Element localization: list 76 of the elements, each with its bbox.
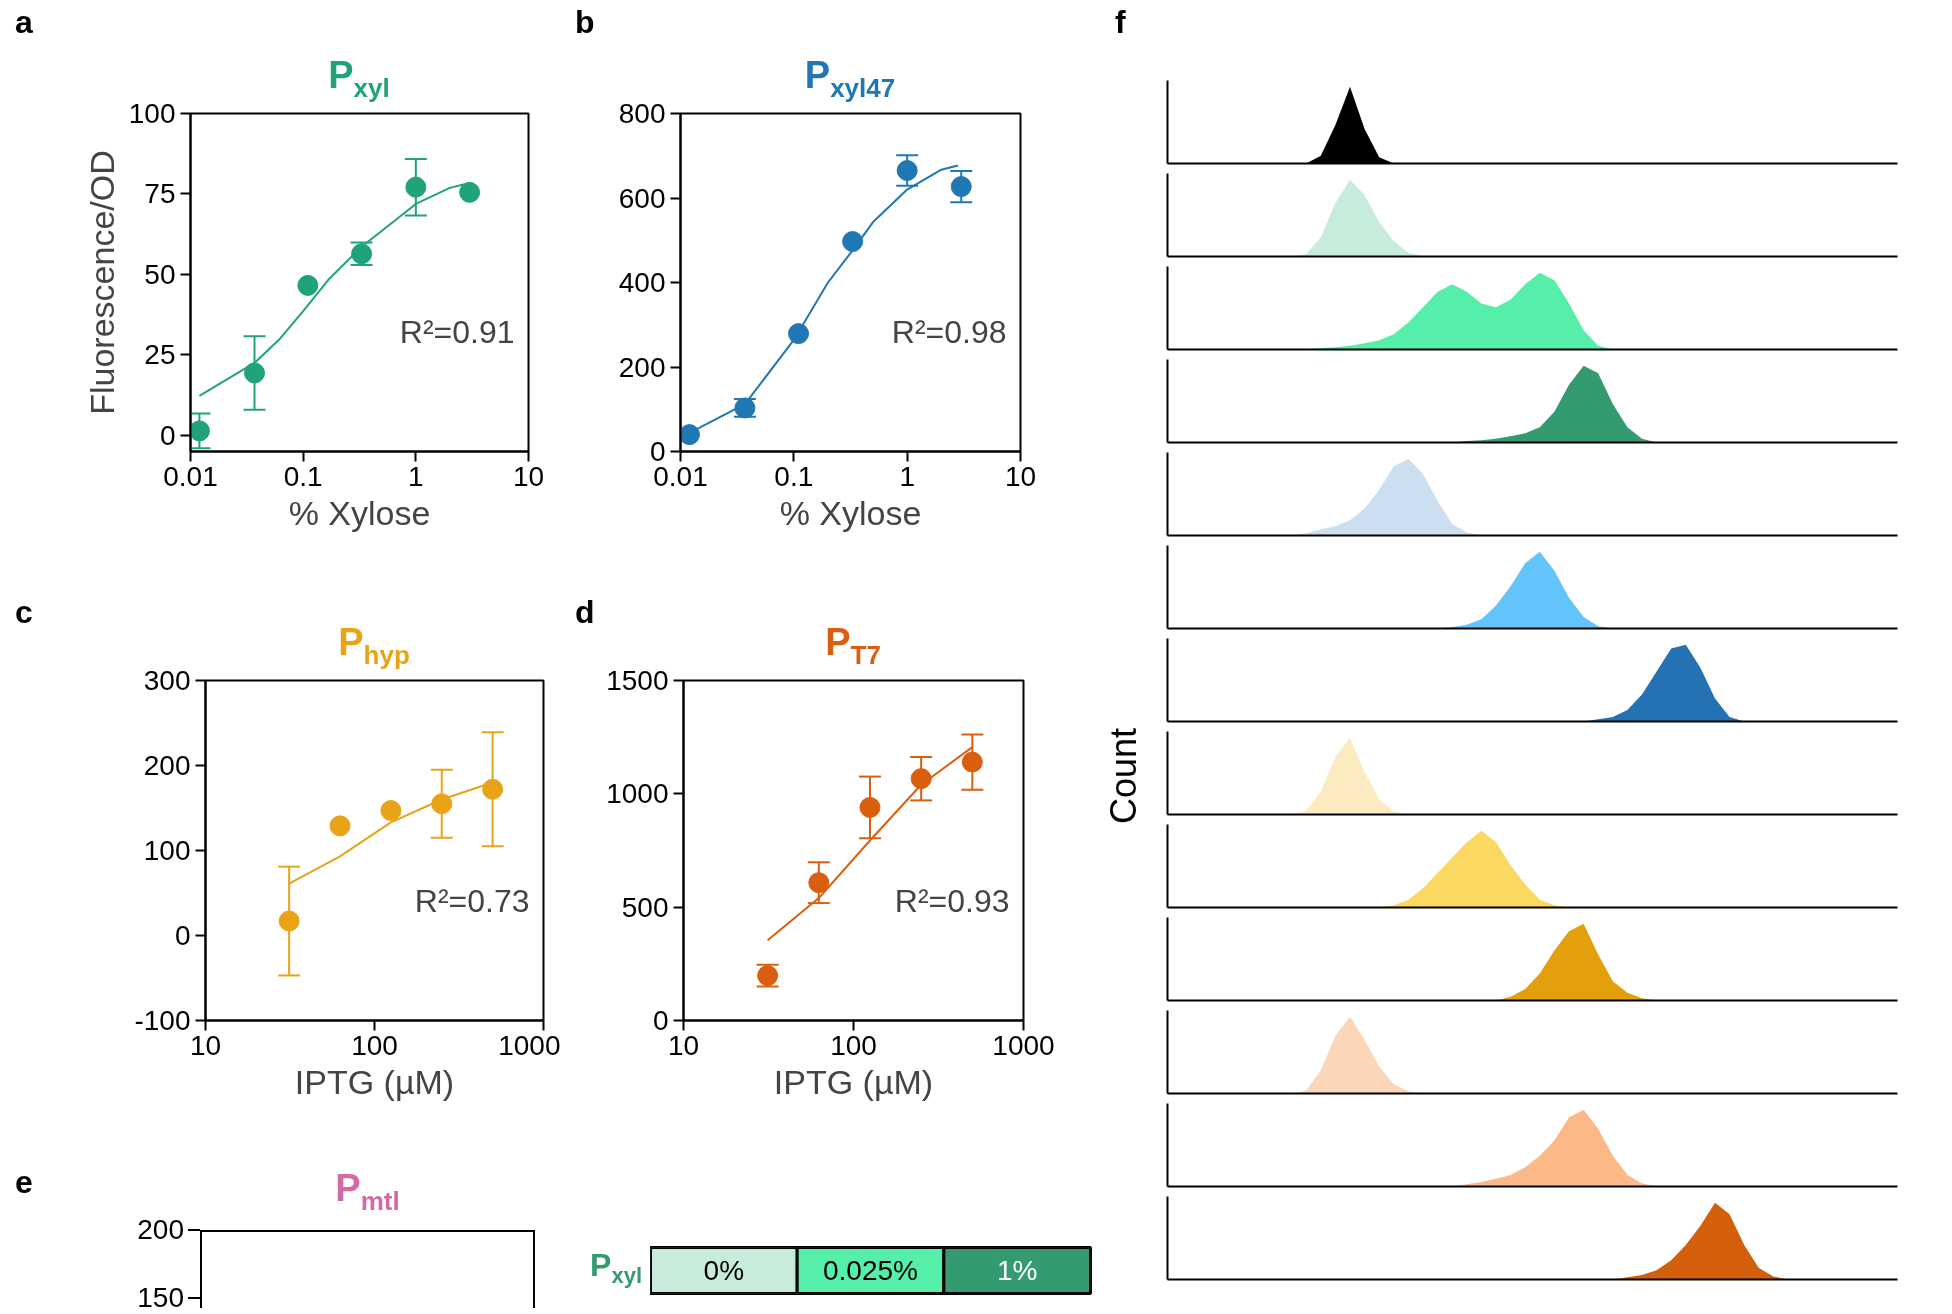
- y-tick-label: 25: [144, 339, 176, 371]
- y-tick-label: 800: [618, 98, 666, 129]
- x-axis-title: % Xylose: [779, 493, 922, 532]
- point: [380, 800, 402, 822]
- y-tick-label: 50: [144, 258, 176, 290]
- y-tick-label: -100: [134, 1005, 191, 1036]
- y-tick-label: 600: [618, 182, 666, 214]
- x-tick-label: 100: [351, 1029, 398, 1061]
- annotation: R²=0.93: [894, 882, 1010, 919]
- text: b: [575, 3, 595, 42]
- category-label: P$_{xyl}$: [590, 1247, 642, 1289]
- point: [482, 778, 504, 800]
- y-tick-label: 100: [143, 835, 191, 866]
- point: [459, 181, 481, 203]
- chart-title: P$_{T7}$: [824, 621, 882, 670]
- text: e: [15, 1163, 33, 1202]
- x-axis-title: % Xylose: [288, 493, 431, 532]
- y-tick-label: 0: [174, 920, 191, 951]
- y-axis-title: Count: [1103, 726, 1144, 824]
- point: [244, 362, 266, 384]
- x-tick-label: 10: [1004, 460, 1037, 492]
- chart-title: P$_{xyl}$: [327, 54, 391, 103]
- point: [859, 796, 881, 818]
- point: [950, 176, 972, 198]
- category-label: 0.025%: [823, 1255, 918, 1286]
- y-tick-label: 200: [618, 351, 666, 383]
- text: P$_{mtl}$: [334, 1167, 401, 1216]
- point: [405, 176, 427, 198]
- category-label: 1%: [996, 1255, 1038, 1286]
- x-tick-label: 0.01: [163, 460, 218, 492]
- x-tick-label: 1000: [992, 1029, 1055, 1061]
- x-tick-label: 10: [189, 1029, 222, 1061]
- text: f: [1115, 3, 1126, 42]
- point: [961, 751, 983, 773]
- chart-title: P$_{xyl47}$: [803, 54, 897, 103]
- x-tick-label: 0.1: [774, 460, 814, 492]
- point: [910, 768, 932, 790]
- y-tick-label: 0: [652, 1005, 669, 1036]
- y-axis-title: Fluorescence/OD: [82, 150, 121, 415]
- x-tick-label: 10: [512, 460, 545, 492]
- annotation: R²=0.98: [891, 314, 1007, 351]
- y-tick-label: 500: [621, 891, 669, 923]
- y-tick-label: 75: [144, 178, 176, 210]
- point: [808, 872, 830, 894]
- x-tick-label: 1000: [498, 1029, 561, 1061]
- text: d: [575, 593, 595, 632]
- y-tick-label: 400: [618, 267, 666, 298]
- chart-title: P$_{hyp}$: [337, 621, 411, 670]
- y-tick-label: 100: [128, 98, 176, 129]
- text: a: [15, 3, 33, 42]
- x-tick-label: 10: [667, 1029, 700, 1061]
- y-tick-label: 300: [143, 665, 191, 696]
- category-label: 0%: [703, 1255, 745, 1286]
- point: [680, 424, 700, 446]
- x-tick-label: 100: [830, 1029, 877, 1061]
- point: [431, 793, 453, 815]
- x-axis-title: IPTG (µM): [294, 1062, 455, 1101]
- point: [329, 815, 351, 837]
- text: c: [15, 593, 33, 632]
- y-tick-label: 1500: [606, 665, 669, 696]
- annotation: R²=0.73: [414, 882, 530, 919]
- point: [278, 910, 300, 932]
- text: 150: [137, 1282, 184, 1313]
- point: [297, 274, 319, 296]
- x-tick-label: 1: [408, 460, 424, 492]
- point: [788, 323, 810, 345]
- point: [842, 231, 864, 252]
- x-axis-title: IPTG (µM): [773, 1062, 934, 1101]
- x-tick-label: 1: [899, 460, 915, 492]
- y-tick-label: 200: [143, 750, 191, 781]
- point: [190, 420, 210, 442]
- y-tick-label: 0: [159, 419, 176, 451]
- point: [896, 160, 918, 182]
- annotation: R²=0.91: [399, 314, 515, 351]
- y-tick-label: 1000: [606, 778, 669, 810]
- x-tick-label: 0.1: [283, 460, 323, 492]
